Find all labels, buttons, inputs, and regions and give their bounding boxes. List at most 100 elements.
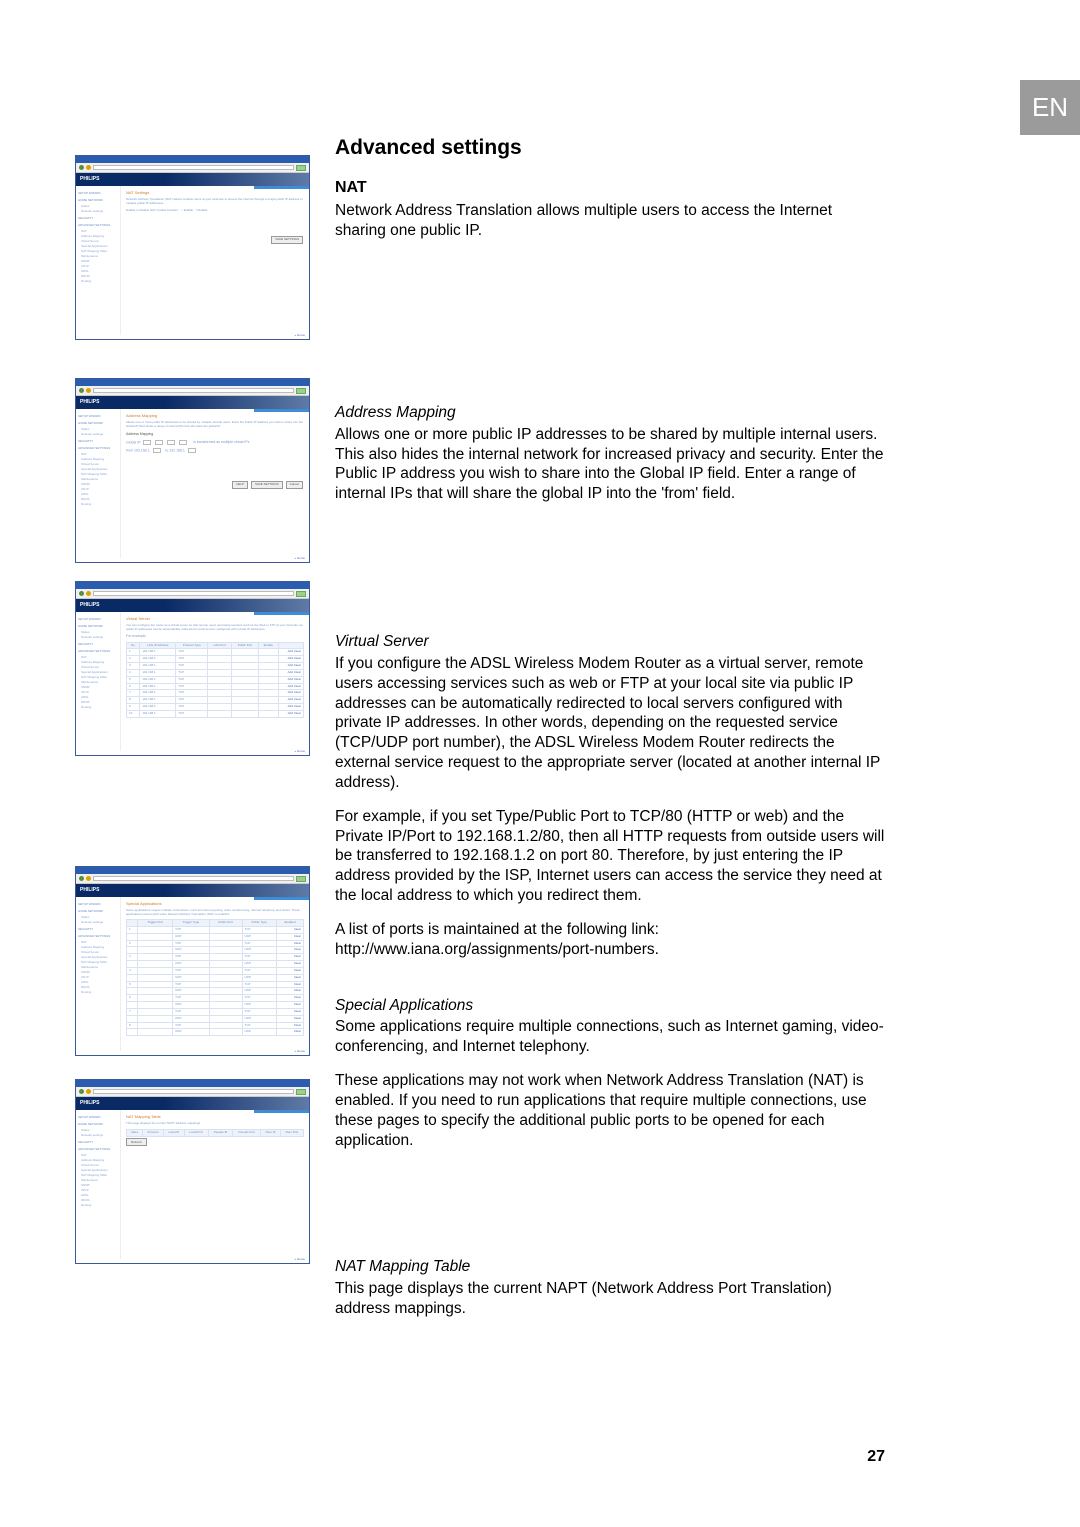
brand-label: PHILIPS [80, 399, 99, 405]
address-bar [93, 1089, 294, 1094]
go-button [296, 876, 306, 882]
brand-label: PHILIPS [80, 176, 99, 182]
refresh-button: Refresh [126, 1138, 147, 1146]
page-title: Advanced settings [335, 135, 885, 162]
screenshot-virtual-server: PHILIPS SETUP WIZARDHOME NETWORKStatusNe… [75, 581, 310, 756]
save-settings-button: SAVE SETTINGS [251, 481, 283, 489]
brand-bar: PHILIPS [76, 599, 309, 612]
brand-bar: PHILIPS [76, 884, 309, 897]
nav-stop-icon [86, 165, 91, 170]
sidebar: SETUP WIZARDHOME NETWORKStatusNetwork se… [76, 409, 121, 558]
special-applications-para-1: Some applications require multiple conne… [335, 1017, 885, 1057]
sidebar: SETUP WIZARDHOME NETWORKStatusNetwork se… [76, 612, 121, 751]
window-titlebar [76, 867, 309, 874]
brand-label: PHILIPS [80, 887, 99, 893]
address-mapping-paragraph: Allows one or more public IP addresses t… [335, 425, 885, 504]
nav-back-icon [79, 165, 84, 170]
section-heading-address-mapping: Address Mapping [335, 403, 885, 423]
brand-label: PHILIPS [80, 602, 99, 608]
main-panel: Special Applications Some applications r… [121, 897, 309, 1051]
special-applications-para-2: These applications may not work when Net… [335, 1071, 885, 1150]
panel-title: NAT Mapping Table [126, 1114, 304, 1119]
nav-back-icon [79, 876, 84, 881]
special-apps-table: Trigger PortTrigger TypePublic PortPubli… [126, 919, 304, 1036]
browser-toolbar [76, 1087, 309, 1097]
nav-back-icon [79, 388, 84, 393]
nav-back-icon [79, 591, 84, 596]
address-bar [93, 876, 294, 881]
footer-home-link: » Home [294, 334, 305, 338]
go-button [296, 1089, 306, 1095]
panel-blurb: Allows one or more public IP addresses t… [126, 420, 304, 428]
sidebar: SETUP WIZARDHOME NETWORKStatusNetwork se… [76, 186, 121, 335]
ports-link-url: http://www.iana.org/assignments/port-num… [335, 941, 659, 958]
nat-paragraph: Network Address Translation allows multi… [335, 201, 885, 241]
nav-stop-icon [86, 591, 91, 596]
language-tab: EN [1020, 80, 1080, 135]
to-input [188, 448, 196, 453]
mapping-table: IndexProtocolLocal IPLocal PortPseudo IP… [126, 1129, 304, 1137]
global-ip-row: Global IP: . . . is transformed as multi… [126, 440, 304, 445]
browser-toolbar [76, 163, 309, 173]
window-titlebar [76, 379, 309, 386]
panel-blurb: Network Address Translation (NAT) allows… [126, 197, 304, 205]
go-button [296, 165, 306, 171]
section-heading-special-applications: Special Applications [335, 996, 885, 1016]
screenshot-nat-mapping-table: PHILIPS SETUP WIZARDHOME NETWORKStatusNe… [75, 1079, 310, 1264]
nav-stop-icon [86, 388, 91, 393]
go-button [296, 591, 306, 597]
virtual-server-table: No.LAN IP AddressProtocol TypeLAN PortPu… [126, 642, 304, 718]
ip-octet-input [143, 440, 151, 445]
ports-link-intro: A list of ports is maintained at the fol… [335, 921, 659, 938]
global-ip-note: is transformed as multiple virtual IPs [193, 440, 249, 444]
window-titlebar [76, 582, 309, 589]
example-label: For example: [126, 634, 304, 638]
footer-home-link: » Home [294, 557, 305, 561]
from-row: from 192.168.1. to 192.168.1. [126, 448, 304, 453]
panel-blurb: Some applications require multiple conne… [126, 908, 304, 916]
brand-label: PHILIPS [80, 1100, 99, 1106]
nav-stop-icon [86, 876, 91, 881]
sidebar: SETUP WIZARDHOME NETWORKStatusNetwork se… [76, 1110, 121, 1259]
virtual-server-para-1: If you configure the ADSL Wireless Modem… [335, 654, 885, 793]
save-settings-button: SAVE SETTINGS [271, 236, 303, 244]
ip-octet-input [179, 440, 187, 445]
main-panel: NAT Mapping Table This page displays the… [121, 1110, 309, 1259]
main-panel: Address Mapping Allows one or more publi… [121, 409, 309, 558]
ip-octet-input [155, 440, 163, 445]
panel-desc: This page displays the current NAPT addr… [126, 1121, 304, 1125]
browser-toolbar [76, 386, 309, 396]
help-button: HELP [232, 481, 248, 489]
footer-home-link: » Home [294, 1258, 305, 1262]
panel-title: Special Applications [126, 901, 304, 906]
panel-title: Virtual Server [126, 616, 304, 621]
window-titlebar [76, 156, 309, 163]
address-bar [93, 591, 294, 596]
from-input [153, 448, 161, 453]
nav-back-icon [79, 1089, 84, 1094]
browser-toolbar [76, 874, 309, 884]
ip-octet-input [167, 440, 175, 445]
screenshot-nat: PHILIPS SETUP WIZARDHOME NETWORKStatusNe… [75, 155, 310, 340]
nat-mapping-table-paragraph: This page displays the current NAPT (Net… [335, 1279, 885, 1319]
section-heading-nat-mapping-table: NAT Mapping Table [335, 1257, 885, 1277]
section-heading-nat: NAT [335, 178, 885, 198]
global-ip-label: Global IP: [126, 440, 141, 444]
panel-title: Address Mapping [126, 413, 304, 418]
browser-toolbar [76, 589, 309, 599]
cancel-button: Cancel [286, 481, 303, 489]
nav-stop-icon [86, 1089, 91, 1094]
to-label: to 192.168.1. [165, 448, 185, 452]
footer-home-link: » Home [294, 750, 305, 754]
address-bar [93, 388, 294, 393]
panel-title: NAT Settings [126, 190, 304, 195]
section-heading-virtual-server: Virtual Server [335, 632, 885, 652]
go-button [296, 388, 306, 394]
content-column: Advanced settings NAT Network Address Tr… [335, 135, 885, 1333]
brand-bar: PHILIPS [76, 1097, 309, 1110]
brand-bar: PHILIPS [76, 396, 309, 409]
screenshot-address-mapping: PHILIPS SETUP WIZARDHOME NETWORKStatusNe… [75, 378, 310, 563]
panel-blurb-2: Enable or disable NAT module function : … [126, 208, 304, 212]
sidebar: SETUP WIZARDHOME NETWORKStatusNetwork se… [76, 897, 121, 1051]
sub-heading: Address Mapping [126, 432, 304, 436]
